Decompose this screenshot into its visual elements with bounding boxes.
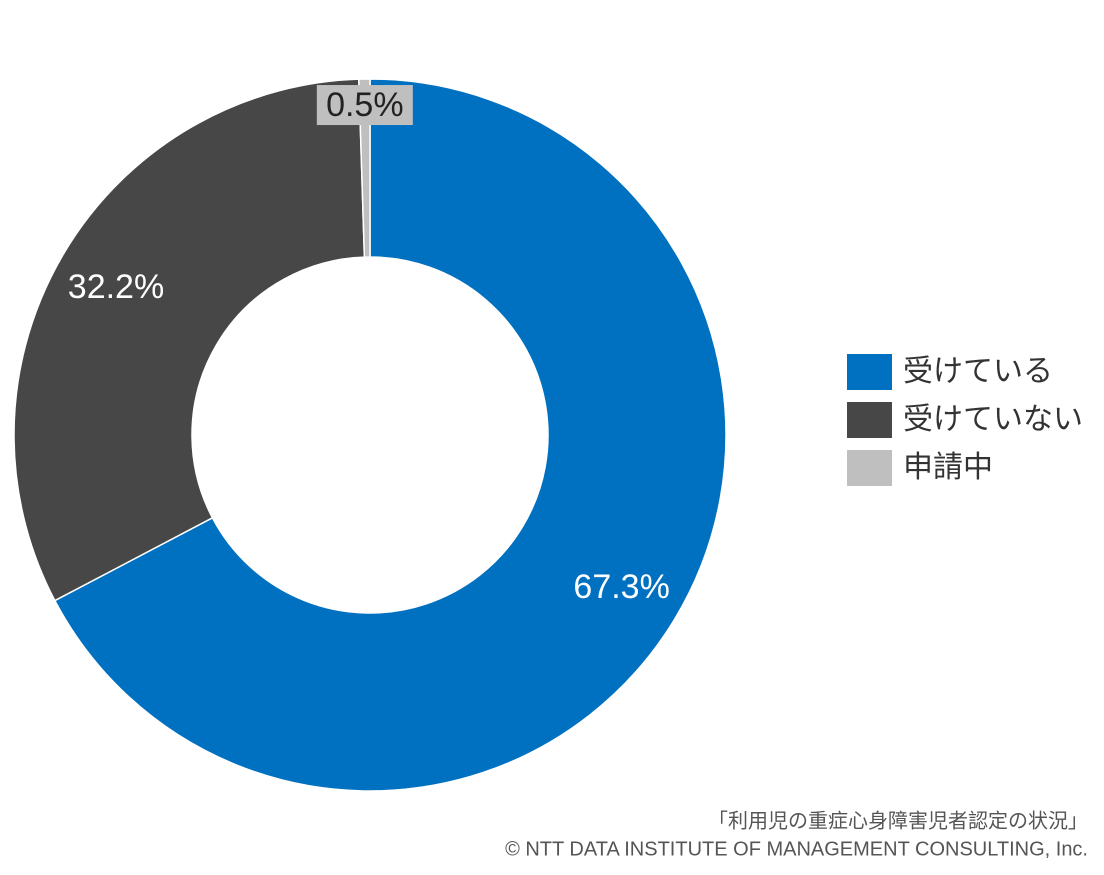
legend-swatch <box>847 450 892 486</box>
value-labels: 67.3% 32.2% 0.5% <box>68 85 670 606</box>
legend-label: 受けていない <box>903 403 1083 436</box>
value-label-box <box>316 85 413 126</box>
value-label: 0.5% <box>326 86 404 124</box>
value-label: 67.3% <box>573 568 669 606</box>
slice <box>13 78 366 602</box>
legend-swatch <box>847 402 892 438</box>
legend-label: 申請中 <box>903 451 993 484</box>
slices <box>13 78 727 792</box>
value-label: 32.2% <box>68 268 164 306</box>
legend-label: 受けている <box>903 355 1053 388</box>
legend-swatch <box>847 354 892 390</box>
source-note: 「利用児の重症心身障害児者認定の状況」 <box>708 809 1088 832</box>
slice <box>53 78 727 792</box>
copyright-note: © NTT DATA INSTITUTE OF MANAGEMENT CONSU… <box>505 838 1088 860</box>
